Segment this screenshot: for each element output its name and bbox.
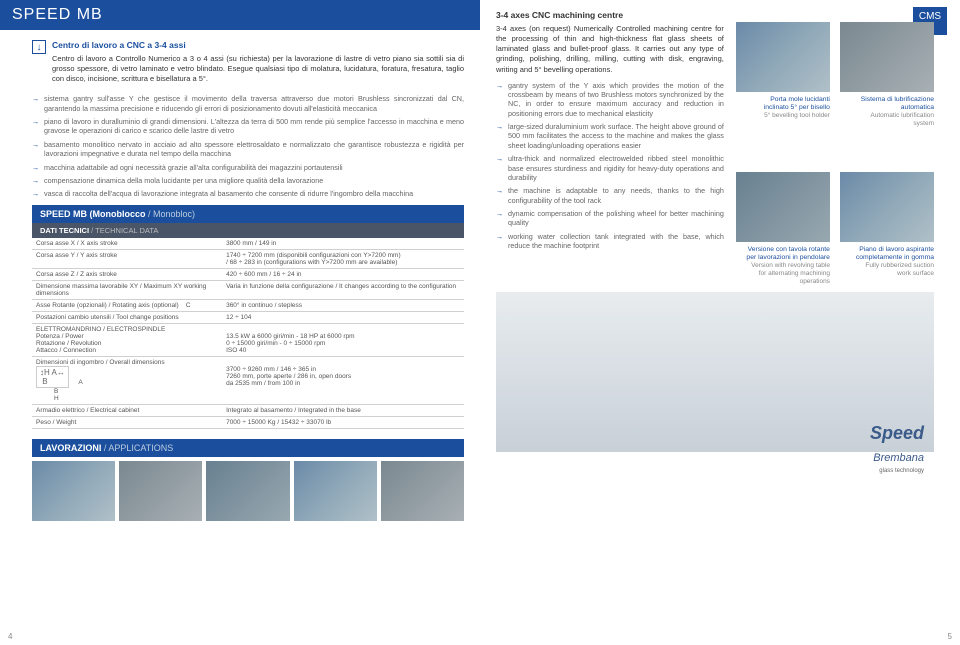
applications-bar: LAVORAZIONI / APPLICATIONS	[32, 439, 464, 457]
cap1-it: Porta mole lucidantiinclinato 5° per bis…	[736, 96, 830, 112]
cap3-it: Versione con tavola rotanteper lavorazio…	[736, 246, 830, 262]
title-it: Centro di lavoro a CNC a 3-4 assi	[52, 40, 464, 50]
bullet-item: gantry system of the Y axis which provid…	[496, 81, 724, 118]
bullet-item: dynamic compensation of the polishing wh…	[496, 209, 724, 228]
right-page: CMS 3-4 axes CNC machining centre 3-4 ax…	[480, 0, 960, 645]
title-en: 3-4 axes CNC machining centre	[496, 10, 724, 20]
bullet-item: piano di lavoro in duralluminio di grand…	[32, 117, 464, 136]
bullet-item: the machine is adaptable to any needs, t…	[496, 186, 724, 205]
photo-tool-holder	[736, 22, 830, 92]
intro-en: 3-4 axes (on request) Numerically Contro…	[496, 24, 724, 75]
photo-revolving-table	[736, 172, 830, 242]
arrow-down-icon: ↓	[32, 40, 46, 54]
bullet-item: basamento monolitico nervato in acciaio …	[32, 140, 464, 159]
cap3-en: Version with revolving tablefor alternat…	[736, 262, 830, 285]
photo-lubrication	[840, 22, 934, 92]
left-page: SPEED MB ↓ Centro di lavoro a CNC a 3-4 …	[0, 0, 480, 645]
bullet-item: vasca di raccolta dell'acqua di lavorazi…	[32, 189, 464, 198]
page-number-right: 5	[948, 632, 952, 641]
bullet-item: compensazione dinamica della mola lucida…	[32, 176, 464, 185]
cap1-en: 5° bevelling tool holder	[736, 112, 830, 120]
bullet-item: sistema gantry sull'asse Y che gestisce …	[32, 94, 464, 113]
specs-table: Corsa asse X / X axis stroke3800 mm / 14…	[32, 238, 464, 429]
bullet-item: large-sized duraluminium work surface. T…	[496, 122, 724, 150]
tagline: glass technology	[879, 468, 924, 474]
bullets-it: sistema gantry sull'asse Y che gestisce …	[32, 94, 464, 198]
cap4-it: Piano di lavoro aspirantecompletamente i…	[840, 246, 934, 262]
brand-logo: Brembana	[873, 452, 924, 464]
header-title: SPEED MB	[0, 0, 480, 30]
applications-strip	[32, 461, 464, 521]
model-bar: SPEED MB (Monoblocco / Monobloc)	[32, 205, 464, 223]
bullet-item: macchina adattabile ad ogni necessità gr…	[32, 163, 464, 172]
bullet-item: ultra-thick and normalized electrowelded…	[496, 154, 724, 182]
intro-it: Centro di lavoro a Controllo Numerico a …	[52, 54, 464, 84]
machine-label: Speed	[870, 423, 924, 444]
machine-photo: Speed	[496, 292, 934, 452]
cap4-en: Fully rubberized suctionwork surface	[840, 262, 934, 278]
cap2-it: Sistema di lubrificazioneautomatica	[840, 96, 934, 112]
bullets-en: gantry system of the Y axis which provid…	[496, 81, 724, 251]
cap2-en: Automatic lubrificationsystem	[840, 112, 934, 128]
bullet-item: working water collection tank integrated…	[496, 232, 724, 251]
page-number-left: 4	[8, 632, 12, 641]
data-header: DATI TECNICI / TECHNICAL DATA	[32, 223, 464, 238]
photo-suction-surface	[840, 172, 934, 242]
